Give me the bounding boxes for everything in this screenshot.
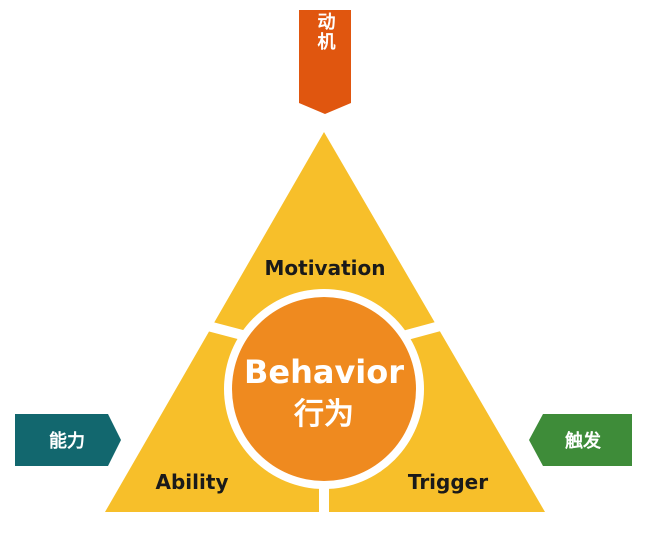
segment-label-trigger: Trigger bbox=[408, 470, 488, 494]
segment-label-ability: Ability bbox=[156, 470, 229, 494]
segment-label-motivation: Motivation bbox=[265, 256, 386, 280]
motivation-tag-shape bbox=[299, 10, 351, 114]
motivation-tag-text: 动机 bbox=[315, 12, 336, 52]
motivation-tag: 动机 bbox=[299, 10, 351, 114]
divider-right bbox=[401, 321, 442, 341]
ability-tag-shape bbox=[15, 414, 121, 466]
center-circle bbox=[232, 297, 416, 481]
center-title-zh: 行为 bbox=[293, 397, 354, 432]
trigger-tag: 触发 bbox=[529, 414, 632, 466]
divider-left bbox=[206, 321, 248, 341]
trigger-tag-shape bbox=[529, 414, 632, 466]
center-title-en: Behavior bbox=[244, 353, 404, 391]
ability-tag: 能力 bbox=[15, 414, 121, 466]
trigger-tag-text: 触发 bbox=[565, 430, 602, 452]
ability-tag-text: 能力 bbox=[49, 430, 85, 452]
